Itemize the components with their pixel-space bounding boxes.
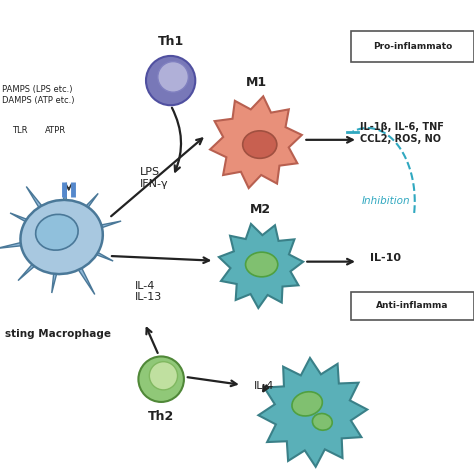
Circle shape	[158, 62, 188, 92]
Circle shape	[149, 362, 178, 390]
Text: M1: M1	[246, 76, 266, 89]
Polygon shape	[58, 193, 98, 240]
Text: sting Macrophage: sting Macrophage	[5, 329, 111, 339]
Polygon shape	[58, 235, 95, 294]
Text: IL-4: IL-4	[254, 381, 274, 392]
Polygon shape	[61, 221, 121, 241]
Text: M2: M2	[250, 203, 271, 216]
Polygon shape	[57, 182, 66, 237]
Ellipse shape	[20, 200, 103, 274]
Polygon shape	[210, 96, 302, 188]
Text: ATPR: ATPR	[45, 126, 66, 135]
Text: Inhibition: Inhibition	[362, 196, 410, 207]
Text: Anti-inflamma: Anti-inflamma	[376, 301, 448, 310]
Polygon shape	[60, 233, 113, 261]
Text: LPS
IFN-γ: LPS IFN-γ	[140, 167, 168, 189]
Text: TLR: TLR	[12, 126, 27, 135]
Polygon shape	[0, 233, 63, 248]
Ellipse shape	[312, 413, 332, 430]
Ellipse shape	[36, 214, 78, 250]
Text: IL-10: IL-10	[370, 253, 401, 264]
Text: Th1: Th1	[157, 36, 184, 48]
Text: Pro-inflammato: Pro-inflammato	[373, 42, 452, 51]
Text: IL-1β, IL-6, TNF
CCL2, ROS, NO: IL-1β, IL-6, TNF CCL2, ROS, NO	[360, 122, 444, 144]
Ellipse shape	[292, 392, 322, 416]
FancyBboxPatch shape	[351, 31, 474, 62]
Ellipse shape	[246, 252, 278, 277]
Ellipse shape	[243, 131, 277, 158]
Polygon shape	[258, 358, 367, 467]
Polygon shape	[10, 213, 64, 241]
Polygon shape	[52, 236, 66, 293]
Text: PAMPS (LPS etc.)
DAMPS (ATP etc.): PAMPS (LPS etc.) DAMPS (ATP etc.)	[2, 85, 75, 105]
Circle shape	[138, 356, 184, 402]
Polygon shape	[18, 234, 64, 281]
Polygon shape	[219, 224, 303, 308]
FancyBboxPatch shape	[351, 292, 474, 320]
Circle shape	[146, 56, 195, 105]
Text: IL-4
IL-13: IL-4 IL-13	[135, 281, 162, 302]
Text: Th2: Th2	[148, 410, 174, 423]
Polygon shape	[26, 187, 65, 239]
